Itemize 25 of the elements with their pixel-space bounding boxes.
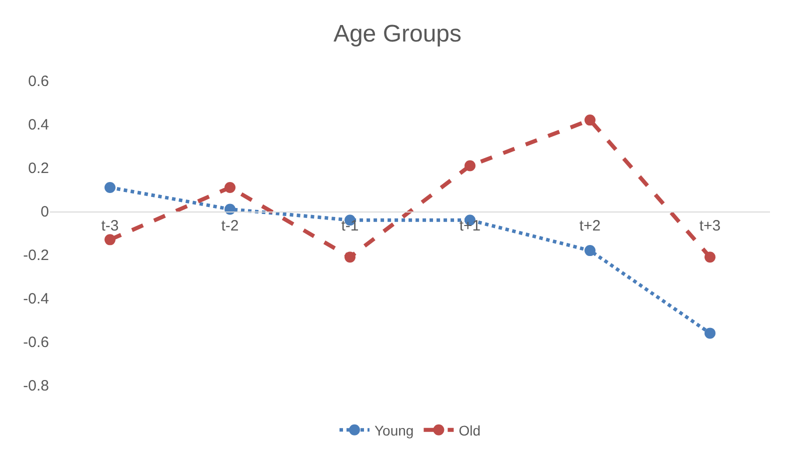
point (104, 182, 116, 193)
y-tick-label: 0.2 (28, 160, 49, 178)
legend-label: Young (374, 422, 414, 438)
x-tick-label: t-3 (101, 217, 119, 234)
y-tick-label: 0 (40, 204, 49, 221)
point (464, 160, 476, 172)
x-tick-label: t+2 (579, 217, 601, 234)
y-tick-label: -0.8 (23, 378, 49, 395)
point (584, 114, 596, 126)
y-tick-label: -0.4 (23, 290, 49, 308)
y-tick-label: -0.6 (23, 334, 49, 352)
point (704, 328, 716, 339)
y-tick-label: 0.6 (28, 73, 49, 90)
point (584, 245, 596, 256)
x-tick-label: t+1 (459, 217, 481, 234)
point (344, 252, 356, 263)
y-tick-label: -0.2 (23, 247, 49, 264)
chart-title: Age Groups (333, 20, 462, 48)
point (224, 182, 236, 193)
point (704, 252, 716, 263)
legend-label: Old (458, 422, 480, 438)
x-tick-label: t-2 (221, 217, 239, 234)
y-tick-label: 0.4 (28, 116, 49, 134)
point (104, 234, 116, 246)
x-tick-label: t+3 (699, 217, 721, 234)
